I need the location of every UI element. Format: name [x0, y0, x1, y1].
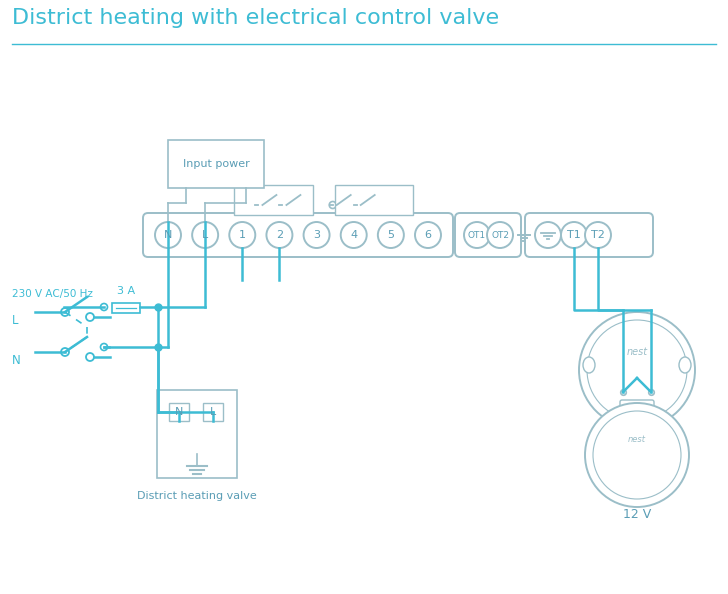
FancyBboxPatch shape	[203, 403, 223, 421]
Circle shape	[100, 343, 108, 350]
Text: nest: nest	[628, 435, 646, 444]
Circle shape	[100, 304, 108, 311]
Circle shape	[86, 353, 94, 361]
Ellipse shape	[583, 357, 595, 373]
Circle shape	[301, 191, 308, 198]
Circle shape	[351, 191, 358, 198]
FancyBboxPatch shape	[335, 185, 413, 215]
FancyBboxPatch shape	[234, 185, 312, 215]
Circle shape	[585, 222, 611, 248]
Text: OT1: OT1	[468, 230, 486, 239]
Circle shape	[329, 201, 336, 208]
Circle shape	[279, 201, 286, 208]
Text: 5: 5	[387, 230, 395, 240]
Text: OT2: OT2	[491, 230, 509, 239]
Text: 12 V: 12 V	[623, 508, 651, 522]
Text: L: L	[12, 314, 18, 327]
Circle shape	[353, 201, 360, 208]
Circle shape	[587, 320, 687, 420]
FancyBboxPatch shape	[525, 213, 653, 257]
Circle shape	[375, 191, 382, 198]
Circle shape	[229, 222, 256, 248]
FancyBboxPatch shape	[169, 403, 189, 421]
Text: District heating with electrical control valve: District heating with electrical control…	[12, 8, 499, 28]
Circle shape	[415, 222, 441, 248]
Text: 2: 2	[276, 230, 283, 240]
FancyBboxPatch shape	[620, 400, 654, 414]
Circle shape	[593, 411, 681, 499]
Text: T2: T2	[591, 230, 605, 240]
Text: 3: 3	[313, 230, 320, 240]
Circle shape	[304, 222, 330, 248]
Circle shape	[266, 222, 293, 248]
Text: 4: 4	[350, 230, 357, 240]
Circle shape	[61, 308, 69, 316]
Text: N: N	[12, 354, 21, 367]
Text: T1: T1	[567, 230, 581, 240]
Circle shape	[155, 222, 181, 248]
Ellipse shape	[679, 357, 691, 373]
FancyBboxPatch shape	[143, 213, 453, 257]
Circle shape	[277, 191, 284, 198]
Text: 3 A: 3 A	[117, 286, 135, 296]
Circle shape	[341, 222, 367, 248]
Circle shape	[255, 201, 262, 208]
Text: nest: nest	[626, 347, 648, 357]
FancyBboxPatch shape	[455, 213, 521, 257]
FancyBboxPatch shape	[157, 390, 237, 478]
Text: 6: 6	[424, 230, 432, 240]
Circle shape	[585, 403, 689, 507]
FancyBboxPatch shape	[112, 303, 140, 313]
Circle shape	[487, 222, 513, 248]
Circle shape	[535, 222, 561, 248]
Text: L: L	[202, 230, 208, 240]
Circle shape	[464, 222, 490, 248]
Text: N: N	[164, 230, 173, 240]
Text: Input power: Input power	[183, 159, 250, 169]
Text: L: L	[210, 407, 216, 417]
Text: N: N	[175, 407, 183, 417]
Circle shape	[579, 312, 695, 428]
Text: 1: 1	[239, 230, 246, 240]
Text: District heating valve: District heating valve	[137, 491, 257, 501]
Circle shape	[192, 222, 218, 248]
Circle shape	[86, 313, 94, 321]
Circle shape	[561, 222, 587, 248]
Circle shape	[378, 222, 404, 248]
FancyBboxPatch shape	[168, 140, 264, 188]
Circle shape	[61, 348, 69, 356]
Text: 230 V AC/50 Hz: 230 V AC/50 Hz	[12, 289, 93, 299]
